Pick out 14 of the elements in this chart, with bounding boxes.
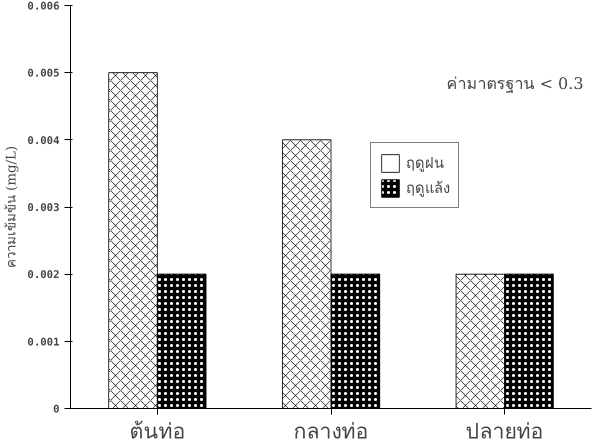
- y-tick-label: 0.006: [27, 0, 60, 12]
- legend-label: ฤดูแล้ง: [406, 179, 450, 199]
- y-tick-label: 0.005: [27, 66, 60, 80]
- annotation: ค่ามาตรฐาน < 0.3: [446, 74, 584, 93]
- y-tick-label: 0.001: [27, 335, 60, 348]
- x-tick-label: ปลายท่อ: [466, 420, 544, 444]
- y-tick-label: 0.003: [27, 201, 60, 214]
- y-tick-label: 0.004: [27, 134, 60, 147]
- x-tick-label: กลางท่อ: [294, 420, 368, 444]
- y-tick-label: 0.002: [27, 268, 60, 282]
- x-tick-label: ต้นท่อ: [129, 420, 186, 444]
- legend-label: ฤดูฝน: [406, 154, 444, 174]
- y-axis-title: ความเข้มข้น (mg/L): [3, 146, 20, 268]
- y-tick-label: 0: [53, 402, 60, 416]
